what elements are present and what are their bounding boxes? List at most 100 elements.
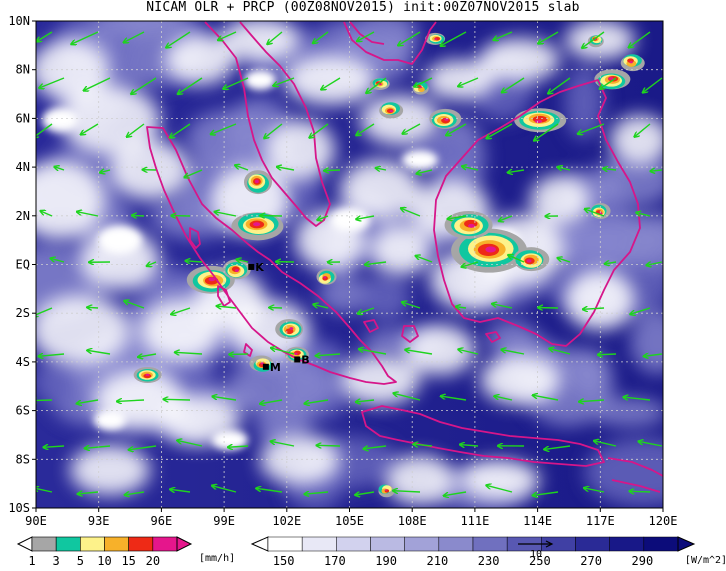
lat-label: 8S [16,452,30,466]
wind-vector [54,167,65,170]
wind-vector [228,446,249,447]
wind-vector [533,395,559,401]
wind-vector [402,123,421,134]
wind-vector [538,31,559,44]
coast-malay-peninsula [204,21,331,227]
wind-vector [171,307,191,314]
precip-cells [133,32,645,498]
wind-vector [147,262,157,266]
plot-frame [35,20,664,509]
wind-vector [217,306,237,308]
wind-vector [499,215,513,221]
site-marker-dot [294,356,301,363]
wind-vector [124,31,145,42]
wind-vector [584,488,605,493]
wind-vector [359,349,387,355]
wind-vector [39,77,65,88]
wind-vector [508,255,525,263]
lat-label: 6N [16,111,30,125]
precip-cell [253,222,261,227]
olr-tick-label: 270 [580,554,602,568]
wind-vector [177,440,203,447]
wind-vector [462,166,479,171]
wind-vector [87,350,111,355]
olr-colorbar: 150 170 190 210 230 250 270 290 [W/m^2] 10 [250,536,726,568]
lon-label: 120E [649,514,678,528]
coast-nias [217,285,231,307]
wind-vector [458,349,479,355]
precip-tick-label: 10 [97,554,111,568]
wind-vector [316,354,341,356]
figure-title: NICAM OLR + PRCP (00Z08NOV2015) init:00Z… [146,0,580,15]
lat-label: 4S [16,355,30,369]
wind-vector [634,123,651,137]
longitude-labels: 90E 93E 96E 99E 102E 105E 108E 111E 114E 117E 120E [25,514,677,528]
latitude-labels: 10N 8N 6N 4N 2N EQ 2S 4S 6S 8S 10S [8,14,30,515]
wind-vector [493,31,513,40]
wind-vector [548,77,571,94]
wind-vector [36,488,53,493]
wind-vector [256,488,283,493]
wind-vector [508,170,525,173]
site-marker-dot [248,263,255,270]
wind-vector [405,350,433,355]
wind-vector [212,486,237,493]
wind-vector [544,445,571,449]
olr-tick-label: 210 [427,554,449,568]
colorbar-swatch [128,536,154,552]
wind-vector [356,400,375,402]
wind-vector [41,211,53,217]
wind-vector [440,31,467,46]
wind-vector [494,396,513,401]
olr-tick-label: 150 [273,554,295,568]
wind-vector [271,348,295,355]
wind-vector [131,77,157,94]
olr-swatch [370,536,405,552]
wind-vector [583,308,605,309]
lat-label: 10S [8,501,30,515]
wind-vector [87,307,99,308]
precip-cell [629,61,633,64]
precip-cell [526,259,532,263]
wind-vector [175,352,203,354]
site-marker-label: M [270,361,281,374]
wind-vector [236,259,249,262]
precip-tick-label: 20 [146,554,160,568]
wind-vector [317,215,329,220]
colorbar-swatch [31,536,57,552]
coast-indochina [343,21,437,65]
wind-vector [235,165,249,171]
precip-tick-label: 5 [77,554,84,568]
lon-label: 117E [586,514,615,528]
wind-vector [644,354,663,356]
lon-label: 114E [523,514,552,528]
wind-vector [124,301,145,309]
precip-cell [419,86,422,89]
precip-cell [323,276,327,279]
wind-vector [85,446,111,448]
wind-vector [166,31,191,48]
olr-min-arrow [250,536,269,552]
colorbar-swatch [55,536,81,552]
wind-vector [51,258,65,263]
wind-vector [603,169,617,170]
olr-swatch [609,536,645,552]
wind-vector [446,123,467,135]
precip-unit: [mm/h] [199,553,235,564]
precip-cell [234,269,239,272]
wind-vector [138,354,157,357]
wind-vector [486,123,513,138]
wind-vector [366,77,387,93]
olr-swatch [336,536,371,552]
wind-vector [81,123,99,135]
lat-label: 10N [8,14,30,28]
wind-vector [462,261,479,267]
wind-vector [629,491,651,492]
precip-cell [208,277,216,282]
wind-vector [578,123,605,134]
wind-vector [486,485,513,493]
wind-vector [650,170,663,171]
wind-vector [186,261,203,262]
wind-vector [304,492,329,494]
